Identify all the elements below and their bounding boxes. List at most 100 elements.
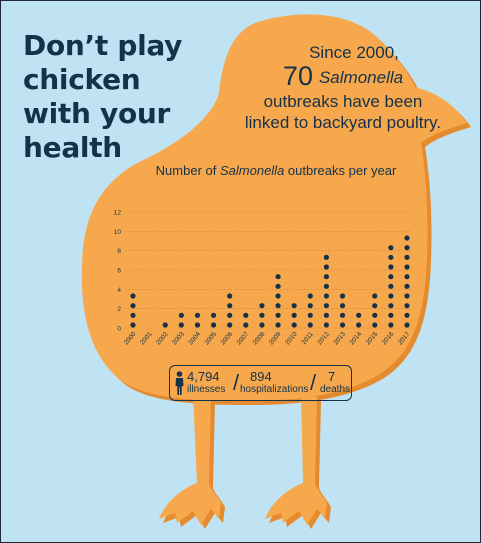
outbreak-dot (323, 303, 330, 309)
x-tick-label: 2006 (220, 330, 235, 346)
chart-title-prefix: Number of (155, 163, 220, 178)
outbreak-dot (227, 312, 233, 318)
outbreak-dot (339, 303, 346, 309)
x-tick-label: 2003 (171, 330, 186, 346)
outbreak-dot (404, 274, 410, 280)
outbreak-dot (130, 312, 136, 318)
x-tick-label: 2009 (268, 330, 283, 346)
outbreak-dot (388, 303, 394, 309)
headline-line: with your (23, 97, 171, 130)
outbreak-dot (372, 293, 378, 299)
illnesses-value: 4,794 (187, 369, 220, 384)
outbreak-dot (356, 312, 362, 318)
outbreak-dot (404, 283, 410, 289)
outbreak-dot (162, 322, 168, 328)
separator: / (233, 370, 240, 395)
outbreak-dot (194, 322, 201, 328)
outbreak-dot (227, 303, 233, 309)
outbreak-dot (259, 312, 265, 318)
outbreak-dot (291, 303, 297, 309)
outbreak-dot (275, 274, 281, 280)
chick-body (81, 14, 467, 525)
outbreak-dot (291, 312, 297, 318)
outbreak-dot (323, 274, 330, 280)
y-tick-label: 2 (117, 306, 121, 313)
outbreak-dot (388, 245, 394, 251)
outbreak-dot (388, 293, 394, 299)
outbreak-dot (339, 312, 346, 318)
outbreak-dot (372, 312, 378, 318)
x-tick-label: 2004 (187, 330, 202, 346)
outbreak-dot (323, 254, 330, 260)
x-tick-label: 2010 (284, 330, 299, 346)
outbreak-dot (404, 264, 410, 270)
outbreak-dot (339, 322, 346, 328)
outbreak-dot (275, 283, 281, 289)
y-tick-label: 8 (117, 248, 121, 255)
hospitalizations-value: 894 (250, 369, 272, 384)
outbreak-dot (323, 322, 330, 328)
outbreak-dot (307, 293, 313, 299)
outbreak-dot (323, 293, 330, 299)
outbreak-dot (404, 322, 410, 328)
stat-line: outbreaks have been (263, 92, 423, 111)
outbreak-dot (404, 245, 410, 251)
x-tick-label: 2002 (155, 330, 170, 346)
outbreak-dot (194, 312, 201, 318)
outbreak-dot (323, 312, 330, 318)
x-tick-label: 2001 (139, 330, 154, 346)
headline: Don’t play chicken with your health (23, 29, 193, 165)
x-tick-label: 2017 (397, 330, 412, 346)
outbreak-dot (307, 312, 313, 318)
outbreak-dot (388, 274, 394, 280)
chart-title-pathogen: Salmonella (219, 163, 285, 178)
outbreak-dot (227, 322, 233, 328)
headline-line: health (23, 131, 122, 164)
outbreak-dot (307, 322, 313, 328)
outbreak-dot (404, 235, 410, 241)
person-icon (175, 371, 184, 395)
outbreak-dot (259, 322, 265, 328)
outbreak-dot (323, 264, 330, 270)
outbreak-count: 70 (282, 61, 313, 91)
pathogen-name: Salmonella (318, 68, 404, 87)
stat-intro: Since 2000, (309, 43, 399, 62)
y-tick-label: 12 (114, 210, 122, 217)
outbreak-dot (130, 322, 136, 328)
outbreak-dot (275, 303, 281, 309)
outbreak-dot (210, 322, 217, 328)
x-tick-label: 2011 (300, 330, 315, 346)
outbreak-dot (210, 312, 217, 318)
outbreak-dot (291, 322, 297, 328)
illnesses-label: illnesses (187, 384, 226, 395)
chart-title: Number of Salmonella outbreaks per year (111, 163, 441, 178)
outbreak-dot (388, 264, 394, 270)
headline-line: Don’t play (23, 29, 183, 62)
x-tick-label: 2005 (203, 330, 218, 346)
headline-line: chicken (23, 63, 141, 96)
outbreak-dot (259, 303, 265, 309)
outbreak-dot (404, 303, 410, 309)
impact-summary-box: 4,794 illnesses / 894 hospitalizations /… (169, 365, 352, 401)
outbreak-dot (130, 293, 136, 299)
outbreak-dot (275, 312, 281, 318)
outbreak-stat: Since 2000, 70 Salmonella outbreaks have … (211, 43, 475, 133)
deaths-label: deaths (320, 384, 351, 395)
stat-count-line: 70 Salmonella (211, 63, 475, 91)
x-tick-label: 2007 (236, 330, 251, 346)
outbreak-dot (388, 322, 394, 328)
outbreak-dot (372, 322, 378, 328)
outbreak-dot (275, 322, 281, 328)
y-tick-label: 0 (117, 326, 121, 333)
stat-line: linked to backyard poultry. (244, 113, 442, 132)
y-tick-label: 4 (117, 287, 121, 294)
outbreak-dot (388, 312, 394, 318)
outbreak-dot (275, 293, 281, 299)
chart-title-suffix: outbreaks per year (284, 163, 397, 178)
outbreak-dot (404, 254, 410, 260)
outbreak-dot (307, 303, 313, 309)
outbreak-dot (404, 293, 410, 299)
